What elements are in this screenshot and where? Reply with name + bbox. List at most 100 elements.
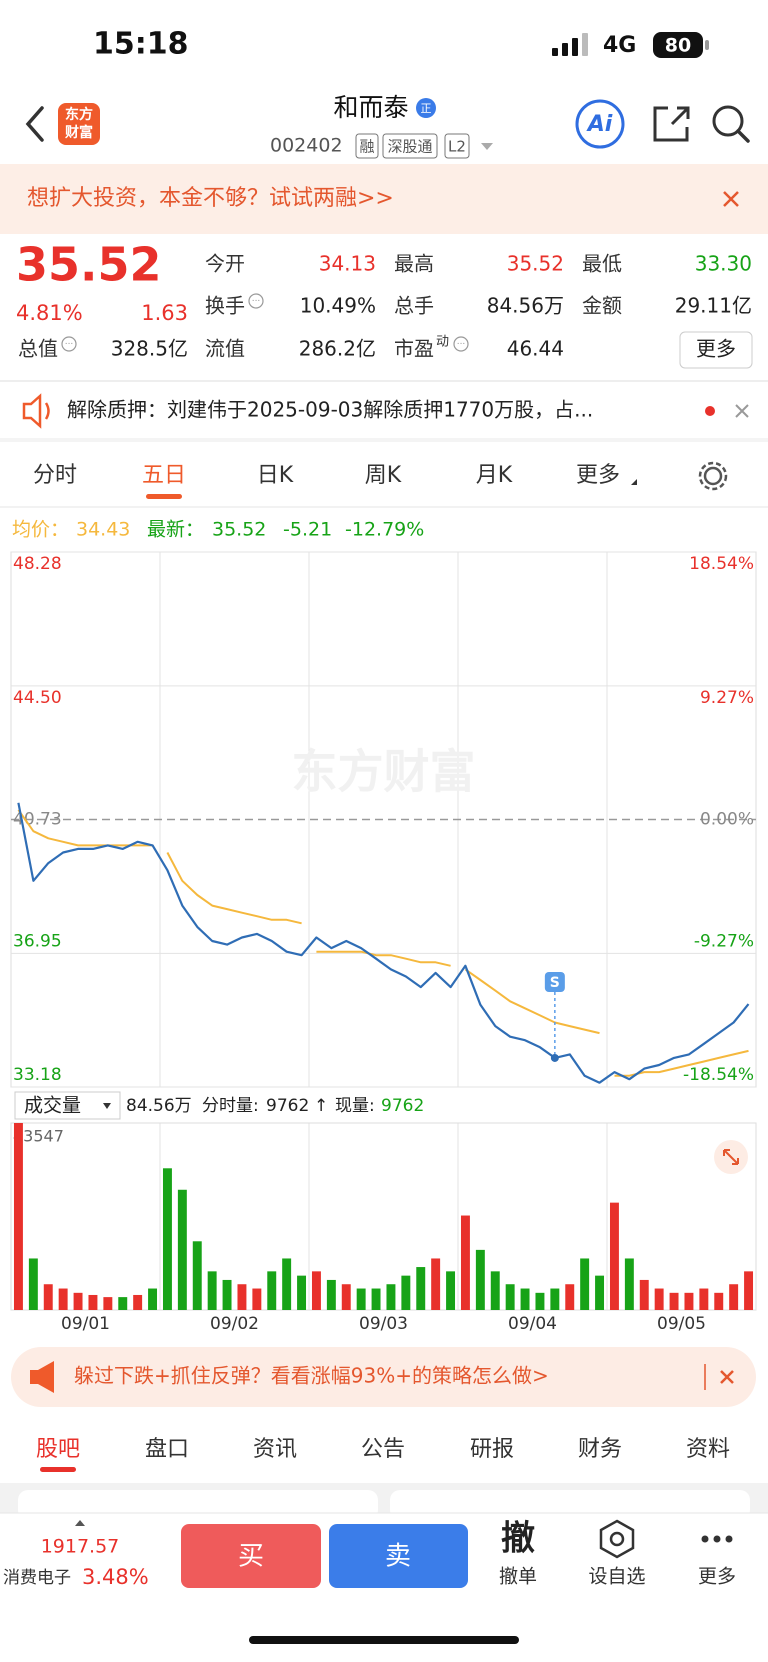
- tab[interactable]: 日K: [257, 463, 294, 488]
- more-icon[interactable]: [701, 1535, 733, 1543]
- avg-line: [316, 950, 451, 967]
- content-tab[interactable]: 资料: [686, 1437, 730, 1462]
- time: 15:18: [93, 27, 189, 62]
- tab[interactable]: 分时: [33, 463, 77, 488]
- price: 35.52: [16, 238, 162, 292]
- volume-chart: 43547 09/01 09/02 09/03 09/04 09/05: [10, 1122, 757, 1334]
- avg-line: [464, 968, 600, 1035]
- price-line: [17, 802, 750, 1084]
- tab[interactable]: 周K: [365, 463, 402, 488]
- field-label: 总手: [394, 294, 434, 318]
- notice-close[interactable]: [735, 404, 749, 418]
- search-button[interactable]: [712, 105, 744, 137]
- x-tick-label: 09/05: [657, 1314, 706, 1334]
- watch-text: 设自选: [588, 1566, 645, 1588]
- cancel-text: 撤单: [499, 1566, 537, 1588]
- content-tab[interactable]: 公告: [361, 1437, 405, 1462]
- divider: [0, 438, 768, 442]
- legend-change-pct: -12.79%: [345, 519, 424, 541]
- y-tick-label: 43547: [13, 1127, 64, 1146]
- share-button[interactable]: [653, 106, 690, 142]
- more-footer-text: 更多: [698, 1566, 736, 1588]
- volume-bar: [729, 1284, 739, 1310]
- volume-bar: [207, 1271, 217, 1310]
- dropdown[interactable]: [481, 143, 493, 150]
- volume-bar: [744, 1271, 754, 1310]
- volume-bar: [624, 1258, 634, 1310]
- content-tab[interactable]: 资讯: [253, 1437, 297, 1462]
- tag: [382, 133, 438, 159]
- volume-bar: [520, 1288, 530, 1310]
- legend-avg-label: 均价：: [12, 519, 69, 541]
- buy-button[interactable]: [181, 1524, 321, 1588]
- volume-bar: [222, 1279, 232, 1310]
- annotation-box: [544, 972, 565, 992]
- tick-arrow: ↑: [314, 1096, 328, 1116]
- legend-latest-label: 最新：: [147, 519, 204, 541]
- sell-button[interactable]: [329, 1524, 468, 1588]
- volume-bar: [356, 1288, 366, 1310]
- field-label: 最低: [582, 252, 622, 276]
- content-tab[interactable]: 财务: [578, 1437, 622, 1462]
- field-value: 10.49%: [300, 294, 376, 318]
- unread-dot: [705, 406, 715, 416]
- avg-line: [166, 852, 302, 925]
- banner-close[interactable]: [723, 191, 739, 207]
- battery-tip: [705, 40, 709, 50]
- logo-text: 东方: [65, 106, 93, 123]
- badge-text: 正: [421, 102, 432, 115]
- tag: [355, 133, 379, 159]
- now-volume-label: 现量:: [335, 1096, 375, 1116]
- volume-bar: [311, 1271, 321, 1310]
- field-sup: 动: [436, 335, 449, 350]
- info-dots: ···: [65, 340, 74, 350]
- volume-bar: [505, 1284, 515, 1310]
- settings-button[interactable]: [703, 466, 723, 486]
- y2-tick-label: 18.54%: [689, 554, 754, 574]
- index-arrow: [75, 1520, 85, 1526]
- indicator-selector[interactable]: [14, 1091, 121, 1120]
- watch-icon[interactable]: [599, 1519, 635, 1559]
- index-value[interactable]: 1917.57: [41, 1536, 120, 1558]
- y-tick-label: 44.50: [13, 688, 62, 708]
- volume-bar: [282, 1258, 292, 1310]
- tab-underline: [146, 494, 182, 499]
- expand-icon: [723, 1149, 739, 1165]
- content-tabs: 股吧 盘口 资讯 公告 研报 财务 资料: [36, 1437, 730, 1472]
- info-icon: [61, 336, 77, 352]
- field-label: 今开: [205, 252, 245, 276]
- indicator-name: 成交量: [24, 1095, 81, 1117]
- banner[interactable]: [0, 164, 768, 234]
- tab[interactable]: 月K: [476, 463, 513, 488]
- notice-text[interactable]: 解除质押：刘建伟于2025-09-03解除质押1770万股，占...: [67, 398, 593, 422]
- tick-volume: 9762: [266, 1096, 309, 1116]
- field-value: 33.30: [695, 252, 752, 276]
- volume-bar: [58, 1288, 68, 1310]
- field-value: 286.2亿: [299, 337, 376, 361]
- volume-bar: [237, 1284, 247, 1310]
- volume-bar: [297, 1275, 307, 1310]
- volume-bar: [326, 1279, 336, 1310]
- y-tick-label: 33.18: [13, 1065, 62, 1085]
- info-dots: ···: [457, 340, 466, 350]
- content-tab[interactable]: 研报: [470, 1437, 514, 1462]
- content-tab[interactable]: 盘口: [145, 1437, 189, 1462]
- settings-gear: [698, 461, 728, 491]
- back-button[interactable]: [25, 106, 44, 142]
- total-volume: 84.56万: [126, 1096, 192, 1116]
- tab[interactable]: 五日: [142, 463, 186, 488]
- volume-bar: [595, 1275, 605, 1310]
- logo: [58, 103, 100, 145]
- ad-banner[interactable]: [11, 1347, 756, 1407]
- ai-button[interactable]: [575, 99, 625, 149]
- tab[interactable]: 更多: [576, 463, 620, 488]
- more-button[interactable]: [679, 331, 753, 369]
- y2-tick-label: 9.27%: [700, 688, 754, 708]
- field-label: 金额: [582, 294, 622, 318]
- tab-more-arrow: [631, 479, 637, 485]
- content-tab[interactable]: 股吧: [36, 1437, 80, 1462]
- ad-close[interactable]: [720, 1370, 734, 1384]
- volume-bar: [43, 1284, 53, 1310]
- cancel-icon[interactable]: 撤: [501, 1519, 535, 1559]
